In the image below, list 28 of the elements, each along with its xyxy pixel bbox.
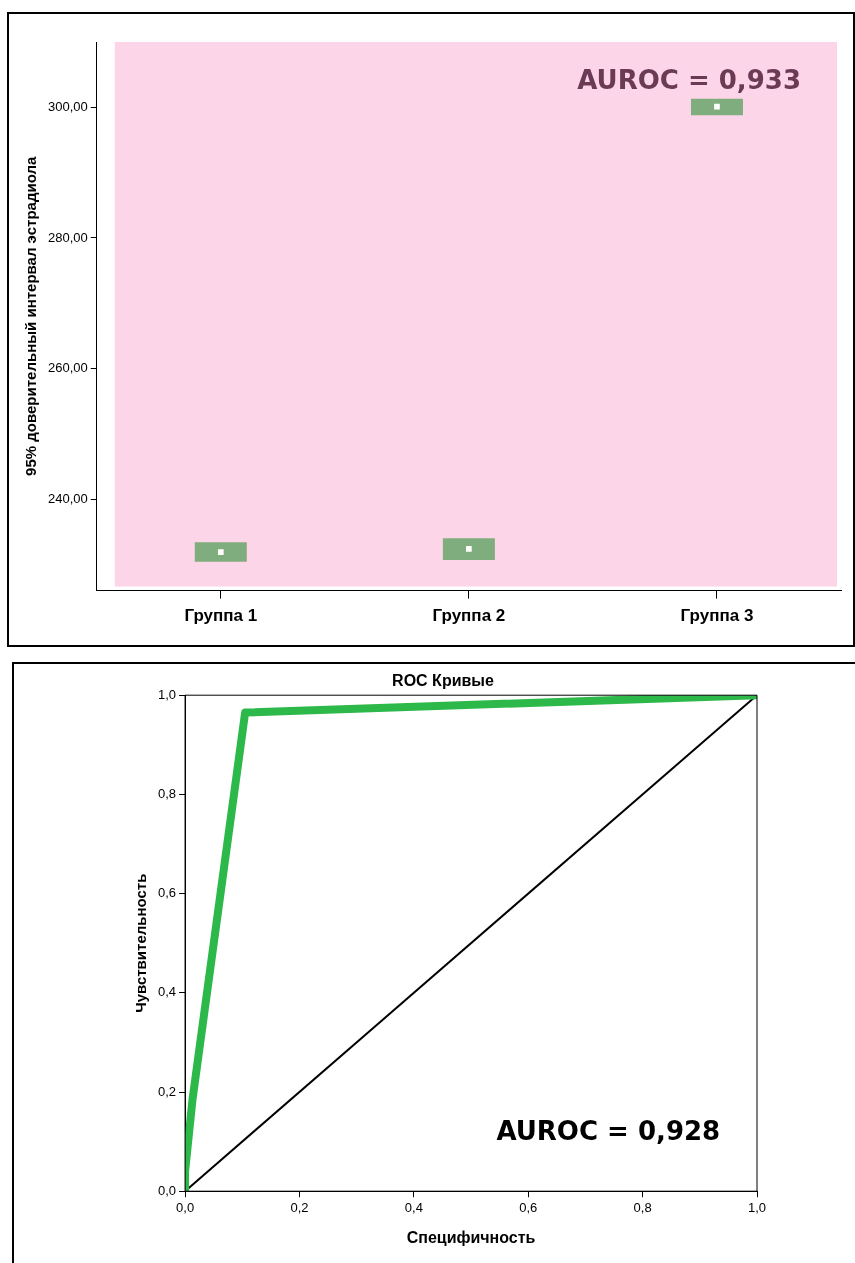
x-tick-label: Группа 1 [184,606,258,626]
x-tick-label: 1,0 [747,1199,767,1215]
y-tick-label: 0,0 [157,1182,177,1198]
x-tick-label: 0,4 [404,1199,423,1215]
point [466,545,472,552]
x-tick-label: Группа 3 [680,606,754,626]
point [217,549,224,555]
y-tick-label: 0,4 [157,984,177,1000]
y-axis-title: Чувствительность [132,873,150,1013]
y-tick-label: 1,0 [157,686,177,702]
y-tick-label: 240,00 [48,490,88,506]
x-tick-label: 0,6 [519,1199,538,1215]
y-axis-title: 95% доверительный интервал эстрадиола [22,156,40,476]
y-tick-label: 0,6 [157,885,177,901]
x-tick-label: 0,0 [176,1199,195,1215]
x-tick-label: 0,2 [290,1199,309,1215]
x-tick-label: 0,8 [633,1199,652,1215]
y-tick-label: 260,00 [48,360,88,376]
x-axis-title: Специфичность [406,1228,536,1246]
point [714,103,720,110]
y-tick-label: 300,00 [48,98,88,114]
y-tick-label: 0,2 [157,1083,177,1099]
y-tick-label: 0,8 [157,785,177,801]
chart-title: ROC Кривые [392,672,494,690]
annotation: AUROC = 0,933 [577,64,801,95]
x-tick-label: Группа 2 [432,606,506,626]
annotation: AUROC = 0,928 [496,1115,721,1146]
y-tick-label: 280,00 [48,229,88,245]
